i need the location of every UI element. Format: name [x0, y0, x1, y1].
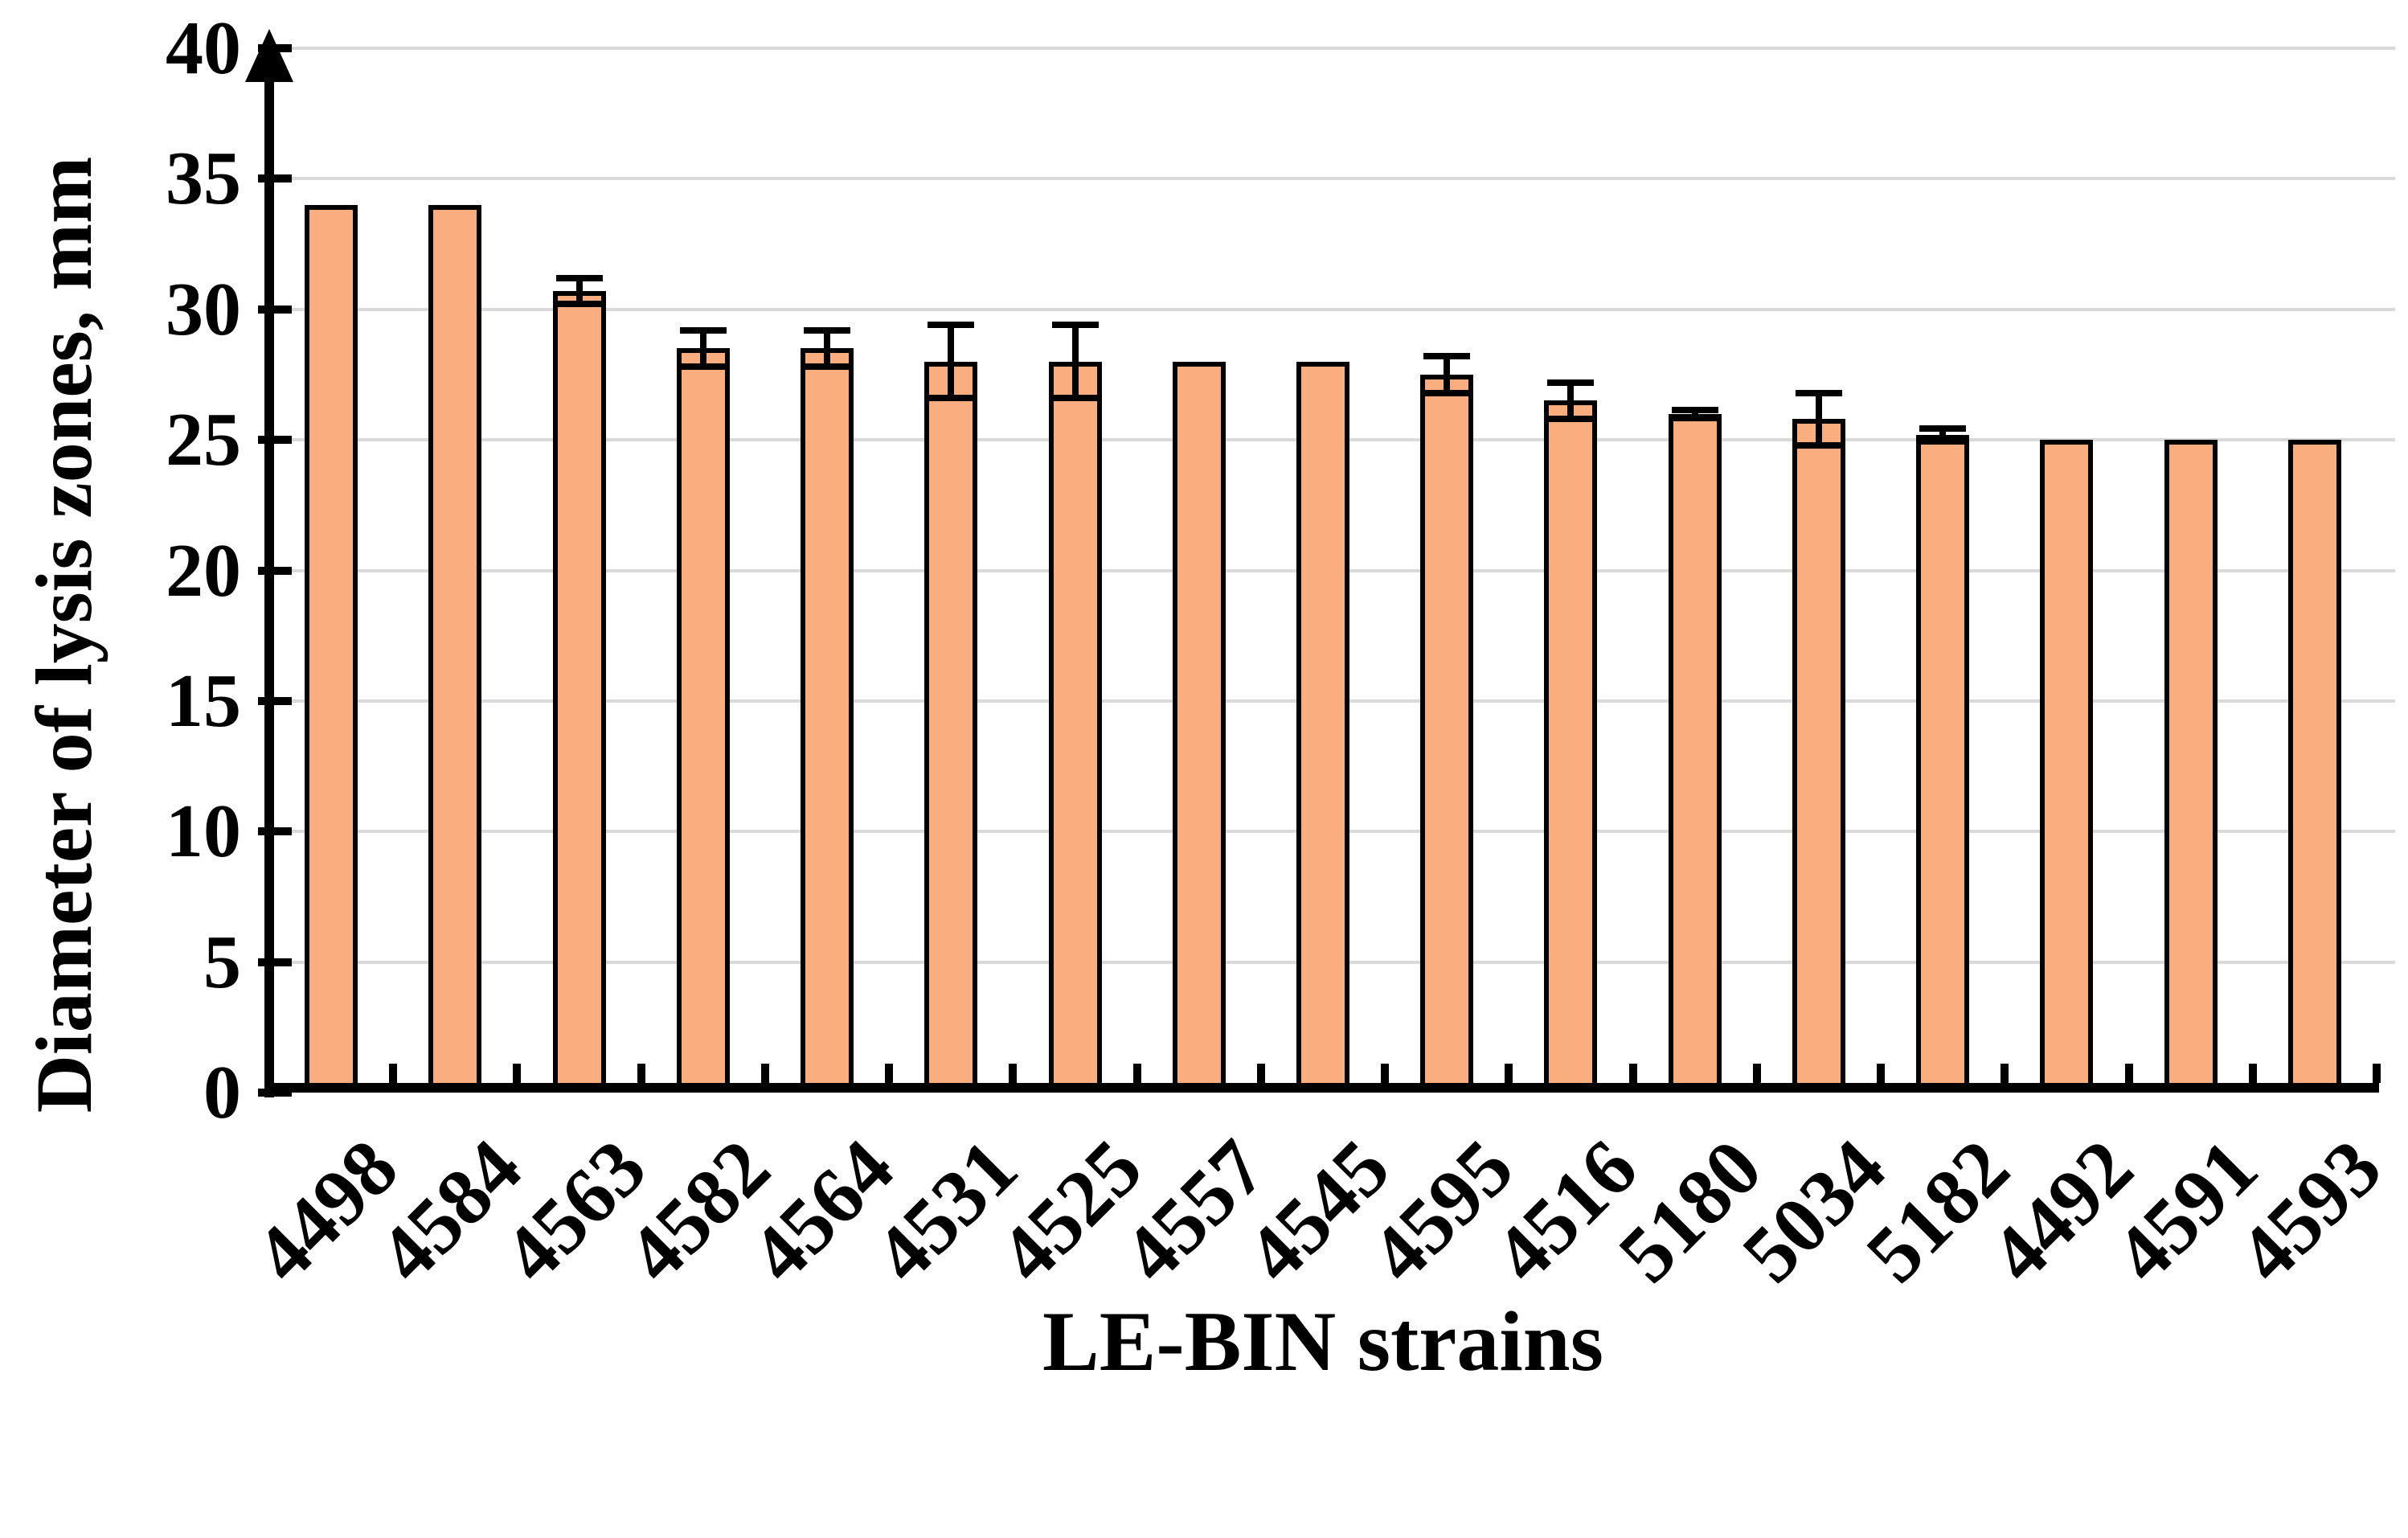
bar-4492 — [2040, 440, 2094, 1093]
error-bar-cap-bottom — [804, 363, 851, 371]
bar-4525 — [1048, 361, 1102, 1093]
y-axis-tick — [258, 696, 292, 705]
y-axis-tick-label: 30 — [166, 267, 241, 351]
lysis-zone-bar-chart: Diameter of lysis zones, mm 0 5 10 15 20 25 30… — [19, 6, 2398, 1388]
y-axis-tick — [258, 174, 292, 183]
bar-4584 — [428, 204, 482, 1093]
x-axis-tick — [1256, 1064, 1265, 1083]
bar-4498 — [305, 204, 358, 1093]
x-axis-tick — [2248, 1064, 2257, 1083]
error-bar-cap-top — [928, 322, 975, 329]
bar-4582 — [676, 348, 730, 1093]
bar-4591 — [2164, 440, 2218, 1093]
error-bar-cap-top — [1547, 379, 1595, 386]
y-axis-line — [264, 47, 274, 1097]
y-axis-tick — [258, 566, 292, 575]
error-bar-cap-bottom — [1671, 414, 1718, 421]
error-bar-cap-top — [1051, 322, 1099, 329]
bar-4595 — [1420, 374, 1474, 1093]
bar-4563 — [552, 291, 606, 1093]
error-bar — [699, 330, 706, 367]
x-axis-tick — [2124, 1064, 2133, 1083]
y-axis-tick — [258, 436, 292, 445]
x-axis-tick — [637, 1064, 645, 1083]
y-axis-tick-label: 20 — [166, 528, 241, 613]
bar-4516 — [1544, 400, 1598, 1093]
x-axis-tick — [513, 1064, 522, 1083]
x-axis-tick — [760, 1064, 769, 1083]
y-axis-tick-label: 15 — [166, 658, 241, 743]
y-axis-tick-label: 0 — [203, 1051, 241, 1134]
error-bar-cap-top — [804, 326, 851, 334]
error-bar-cap-top — [1795, 389, 1842, 396]
error-bar-cap-top — [555, 274, 603, 281]
gridline — [269, 177, 2395, 181]
error-bar-cap-top — [1423, 353, 1471, 360]
y-axis-tick-label: 35 — [166, 137, 241, 221]
x-axis-tick — [885, 1064, 894, 1083]
error-bar-cap-bottom — [1423, 389, 1471, 396]
y-axis-arrowhead — [245, 29, 293, 82]
x-axis-tick — [1752, 1064, 1761, 1083]
y-axis-tick — [258, 1089, 292, 1097]
error-bar-cap-bottom — [679, 363, 727, 371]
x-axis-title: LE-BIN strains — [1042, 1294, 1603, 1388]
error-bar — [1567, 382, 1575, 420]
error-bar — [575, 277, 583, 305]
x-axis-tick — [2373, 1064, 2381, 1083]
error-bar — [1939, 428, 1947, 441]
bar-5180 — [1668, 413, 1722, 1093]
x-axis-tick — [1381, 1064, 1390, 1083]
bar-4557 — [1172, 361, 1226, 1093]
bar-5034 — [1792, 419, 1845, 1093]
error-bar-cap-bottom — [1919, 437, 1967, 445]
error-bar — [824, 330, 831, 367]
y-axis-tick-label: 40 — [166, 6, 241, 90]
y-axis-tick — [258, 305, 292, 314]
error-bar-cap-top — [1919, 424, 1967, 432]
x-axis-tick — [1009, 1064, 1018, 1083]
x-axis-tick — [1132, 1064, 1141, 1083]
bar-4545 — [1296, 361, 1349, 1093]
error-bar — [1444, 356, 1451, 393]
x-axis-tick — [1877, 1064, 1886, 1083]
error-bar — [1691, 409, 1698, 418]
error-bar-cap-top — [1671, 406, 1718, 413]
error-bar — [1815, 392, 1822, 445]
x-axis-tick — [1628, 1064, 1637, 1083]
y-axis-tick-label: 10 — [166, 790, 241, 874]
bar-4564 — [801, 348, 854, 1093]
x-axis-tick — [389, 1064, 398, 1083]
y-axis-tick — [258, 958, 292, 966]
gridline — [269, 307, 2395, 311]
error-bar — [1071, 325, 1079, 399]
x-axis-tick — [1505, 1064, 1513, 1083]
x-axis-line — [264, 1083, 2379, 1093]
error-bar-cap-bottom — [1795, 441, 1842, 449]
error-bar-cap-bottom — [1547, 416, 1595, 423]
x-axis-tick — [2001, 1064, 2009, 1083]
error-bar-cap-bottom — [555, 301, 603, 308]
y-axis-tick — [258, 827, 292, 836]
bar-4593 — [2287, 440, 2341, 1093]
error-bar — [948, 325, 955, 399]
error-bar-cap-bottom — [1051, 395, 1099, 402]
y-axis-tick-label: 5 — [203, 920, 241, 1004]
error-bar-cap-bottom — [928, 395, 975, 402]
bar-5182 — [1916, 434, 1970, 1093]
y-axis-tick-label: 25 — [166, 398, 241, 482]
error-bar-cap-top — [679, 326, 727, 334]
plot-area: 0 5 10 15 20 25 30 35 40 4498 4584 4563 4582 4564 4531… — [166, 6, 2398, 1299]
gridline — [269, 47, 2395, 50]
bar-4531 — [924, 361, 978, 1093]
